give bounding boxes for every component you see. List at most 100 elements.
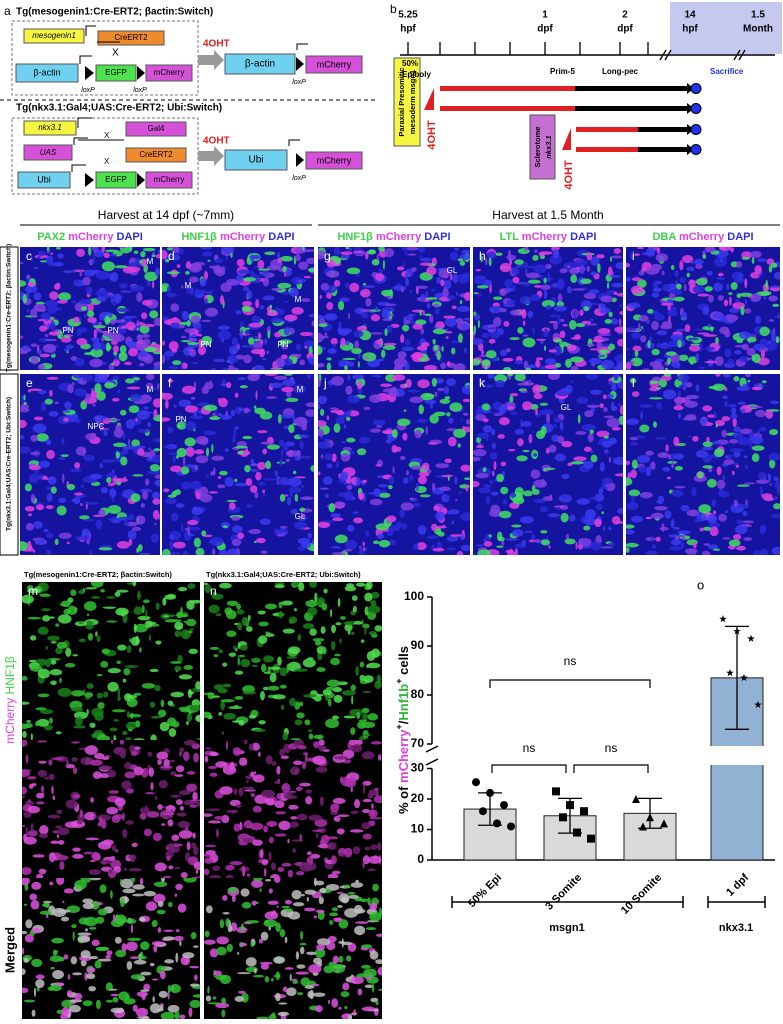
cell (335, 622, 342, 626)
cell (127, 266, 141, 273)
cell (64, 821, 78, 828)
cell (416, 542, 427, 551)
stain-part: mCherry (65, 231, 114, 243)
cell (558, 278, 564, 284)
cell (306, 374, 312, 379)
cell (210, 471, 216, 476)
cell (316, 938, 331, 946)
cell (65, 334, 74, 337)
cell (201, 251, 213, 257)
cell (225, 382, 232, 389)
cell (99, 544, 113, 548)
cell (30, 255, 33, 263)
cell (52, 795, 56, 801)
cell (682, 416, 697, 421)
cell (557, 314, 561, 325)
cell (164, 350, 175, 357)
cell (106, 596, 116, 599)
cell (222, 911, 230, 915)
cell (269, 672, 277, 683)
cell (297, 992, 304, 996)
cell (72, 767, 78, 775)
cell (295, 951, 300, 960)
cell (671, 489, 684, 497)
y-label-part: mCherry (396, 729, 411, 783)
cell (327, 698, 332, 707)
cell (252, 805, 262, 813)
cell (353, 250, 364, 254)
cell (175, 799, 183, 805)
cell (760, 349, 765, 359)
cell (162, 597, 167, 606)
cell (221, 338, 224, 343)
cell (281, 600, 293, 606)
cell (702, 405, 713, 412)
cell (686, 382, 693, 388)
cell (183, 878, 197, 883)
cell (109, 727, 118, 732)
cell (97, 958, 112, 962)
cell (601, 440, 613, 448)
cell (182, 952, 195, 959)
cell (284, 494, 289, 497)
cell (136, 334, 143, 342)
cell (615, 261, 623, 270)
cell (607, 542, 616, 547)
cell (451, 305, 457, 310)
cell (174, 893, 178, 897)
cell (140, 989, 150, 992)
cell (157, 927, 162, 933)
cell (46, 304, 58, 314)
cell (157, 249, 160, 254)
cell (316, 944, 325, 951)
cell (599, 486, 609, 490)
cell (402, 477, 409, 484)
cell (362, 861, 365, 869)
cell (170, 811, 174, 814)
cell (318, 315, 325, 320)
cell (738, 504, 750, 509)
cell (41, 608, 51, 612)
cell (426, 303, 431, 309)
cell (240, 888, 250, 897)
cell (23, 903, 28, 906)
cell (171, 721, 180, 728)
cell (651, 348, 660, 356)
cell (95, 631, 98, 637)
cell (93, 415, 107, 421)
cell (344, 539, 358, 550)
cell (168, 865, 174, 870)
cell (692, 435, 699, 442)
cell (504, 401, 508, 411)
cell (686, 266, 695, 272)
cell (75, 716, 83, 726)
cell (30, 343, 38, 348)
cell (559, 421, 564, 431)
cell (126, 960, 133, 970)
cell (381, 289, 392, 297)
cell (282, 265, 287, 272)
cell (336, 917, 343, 921)
cell (250, 658, 262, 661)
cell (252, 839, 263, 846)
cell (751, 386, 762, 391)
cell (725, 401, 728, 405)
cell (207, 259, 211, 262)
cell (325, 883, 340, 891)
cell (343, 424, 347, 429)
cell (233, 788, 238, 796)
cell (32, 423, 47, 434)
cell (539, 402, 549, 406)
cell (702, 465, 713, 469)
cell (330, 513, 342, 518)
cell (597, 333, 612, 336)
cell (154, 522, 157, 526)
cell (314, 818, 328, 827)
cell (639, 491, 653, 499)
cell (527, 279, 541, 284)
cell (733, 426, 741, 433)
cell (251, 879, 263, 888)
label: UAS (40, 148, 57, 157)
cell (275, 357, 285, 368)
cell (361, 944, 373, 949)
